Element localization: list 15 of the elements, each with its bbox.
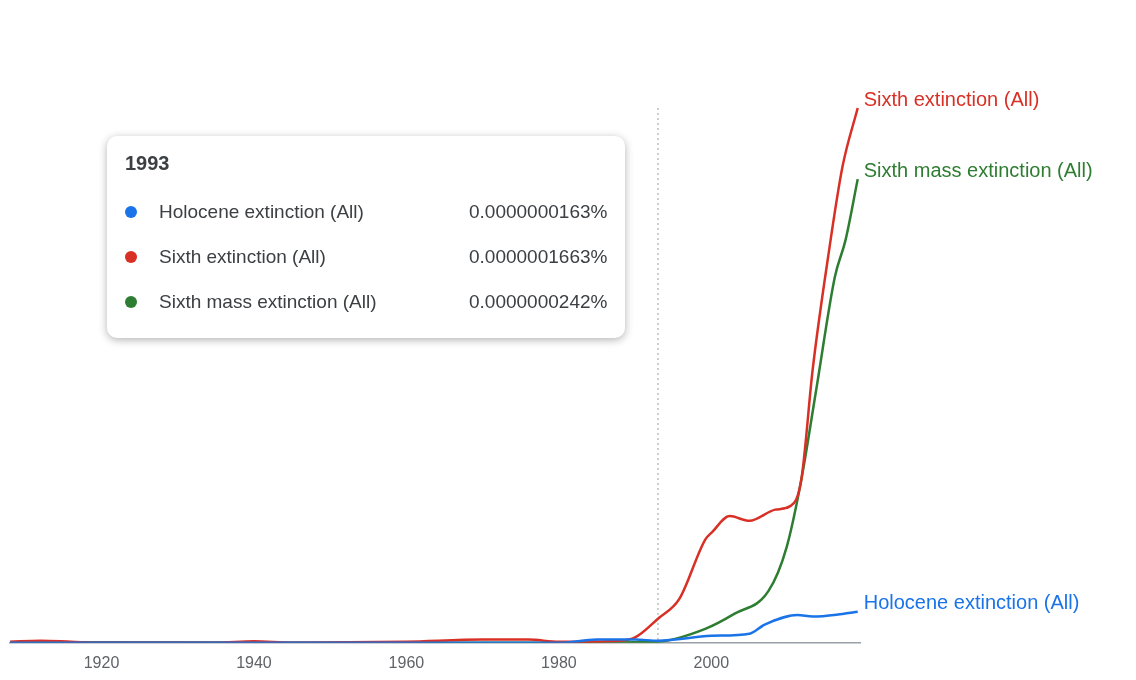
x-tick-label: 1980: [541, 653, 577, 671]
x-tick-label: 2000: [693, 653, 730, 671]
x-tick-label: 1960: [388, 653, 425, 671]
legend-label: Holocene extinction (All): [159, 200, 365, 223]
x-tick-label: 1940: [236, 653, 272, 671]
annotation: 0.0000000163%: [469, 200, 608, 223]
legend-label: Sixth extinction (All): [159, 245, 327, 268]
legend-label: Sixth mass extinction (All): [159, 290, 378, 313]
text: Sixth extinction (All): [863, 87, 1040, 110]
annotation: 0.0000001663%: [469, 245, 608, 268]
x-tick-label: 1920: [83, 653, 120, 671]
annotation: 1993: [125, 152, 171, 175]
annotation: 0.0000000242%: [469, 290, 608, 313]
text: Holocene extinction (All): [863, 591, 1080, 614]
text: Sixth mass extinction (All): [863, 158, 1093, 181]
